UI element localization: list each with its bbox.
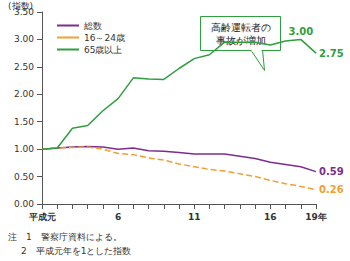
svg-text:(指数): (指数) xyxy=(8,0,33,11)
svg-text:11: 11 xyxy=(188,212,201,222)
svg-text:平成元: 平成元 xyxy=(28,212,56,222)
svg-text:0.26: 0.26 xyxy=(319,184,344,195)
svg-text:65歳以上: 65歳以上 xyxy=(84,45,122,55)
svg-text:16: 16 xyxy=(264,212,277,222)
svg-text:総数: 総数 xyxy=(83,21,102,31)
svg-text:1.00: 1.00 xyxy=(14,144,34,154)
svg-text:1.50: 1.50 xyxy=(14,117,34,127)
svg-text:事故が増加: 事故が増加 xyxy=(215,34,266,46)
svg-text:2.50: 2.50 xyxy=(14,62,34,72)
svg-text:0.50: 0.50 xyxy=(14,172,34,182)
svg-text:0.00: 0.00 xyxy=(14,199,34,209)
svg-text:2.75: 2.75 xyxy=(319,48,344,59)
svg-text:3.50: 3.50 xyxy=(14,7,34,17)
svg-text:2 平成元年を1とした指数: 2 平成元年を1とした指数 xyxy=(21,246,131,256)
svg-text:3.00: 3.00 xyxy=(288,26,313,37)
svg-text:2.00: 2.00 xyxy=(14,89,34,99)
svg-text:16～24歳: 16～24歳 xyxy=(84,33,125,43)
svg-text:0.59: 0.59 xyxy=(319,166,344,177)
svg-text:3.00: 3.00 xyxy=(14,34,34,44)
svg-text:高齢運転者の: 高齢運転者の xyxy=(211,22,271,33)
svg-text:6: 6 xyxy=(115,212,121,222)
svg-text:19年: 19年 xyxy=(305,212,327,222)
svg-text:注 1 警察庁資料による。: 注 1 警察庁資料による。 xyxy=(8,232,122,242)
